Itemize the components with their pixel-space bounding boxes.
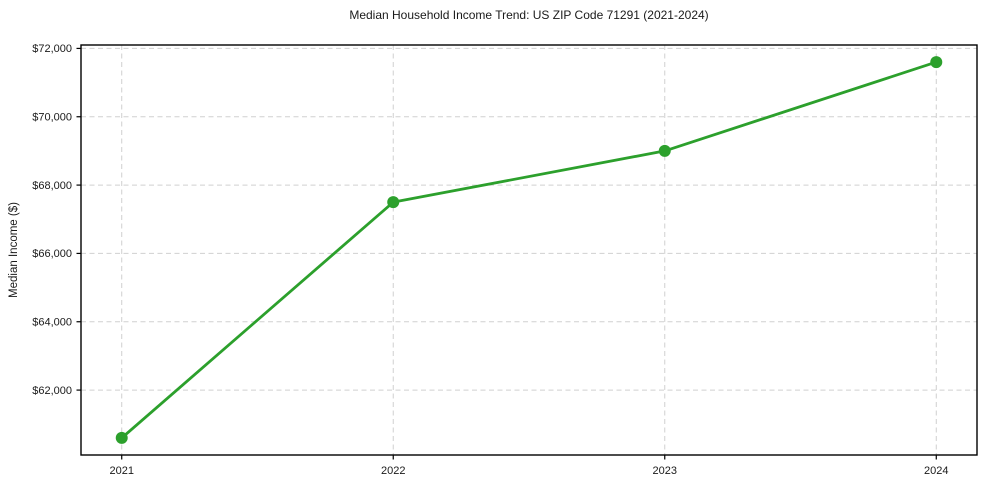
data-point-2023: [658, 144, 671, 157]
y-tick-label: $70,000: [32, 112, 72, 124]
data-point-2022: [387, 196, 400, 209]
income-trend-line: [120, 60, 938, 440]
y-tick-label: $62,000: [32, 385, 72, 397]
chart-title: Median Household Income Trend: US ZIP Co…: [349, 8, 709, 22]
x-tick-label: 2021: [109, 465, 133, 477]
y-tick-label: $72,000: [32, 43, 72, 55]
data-point-2021: [115, 431, 128, 444]
y-axis-label: Median Income ($): [8, 202, 20, 298]
x-tick-label: 2024: [924, 465, 948, 477]
data-point-2024: [930, 56, 943, 69]
plot-border: [80, 44, 978, 456]
y-tick-label: $68,000: [32, 180, 72, 192]
y-tick-label: $66,000: [32, 248, 72, 260]
y-tick-label: $64,000: [32, 317, 72, 329]
x-tick-label: 2023: [653, 465, 677, 477]
x-tick-label: 2022: [381, 465, 405, 477]
